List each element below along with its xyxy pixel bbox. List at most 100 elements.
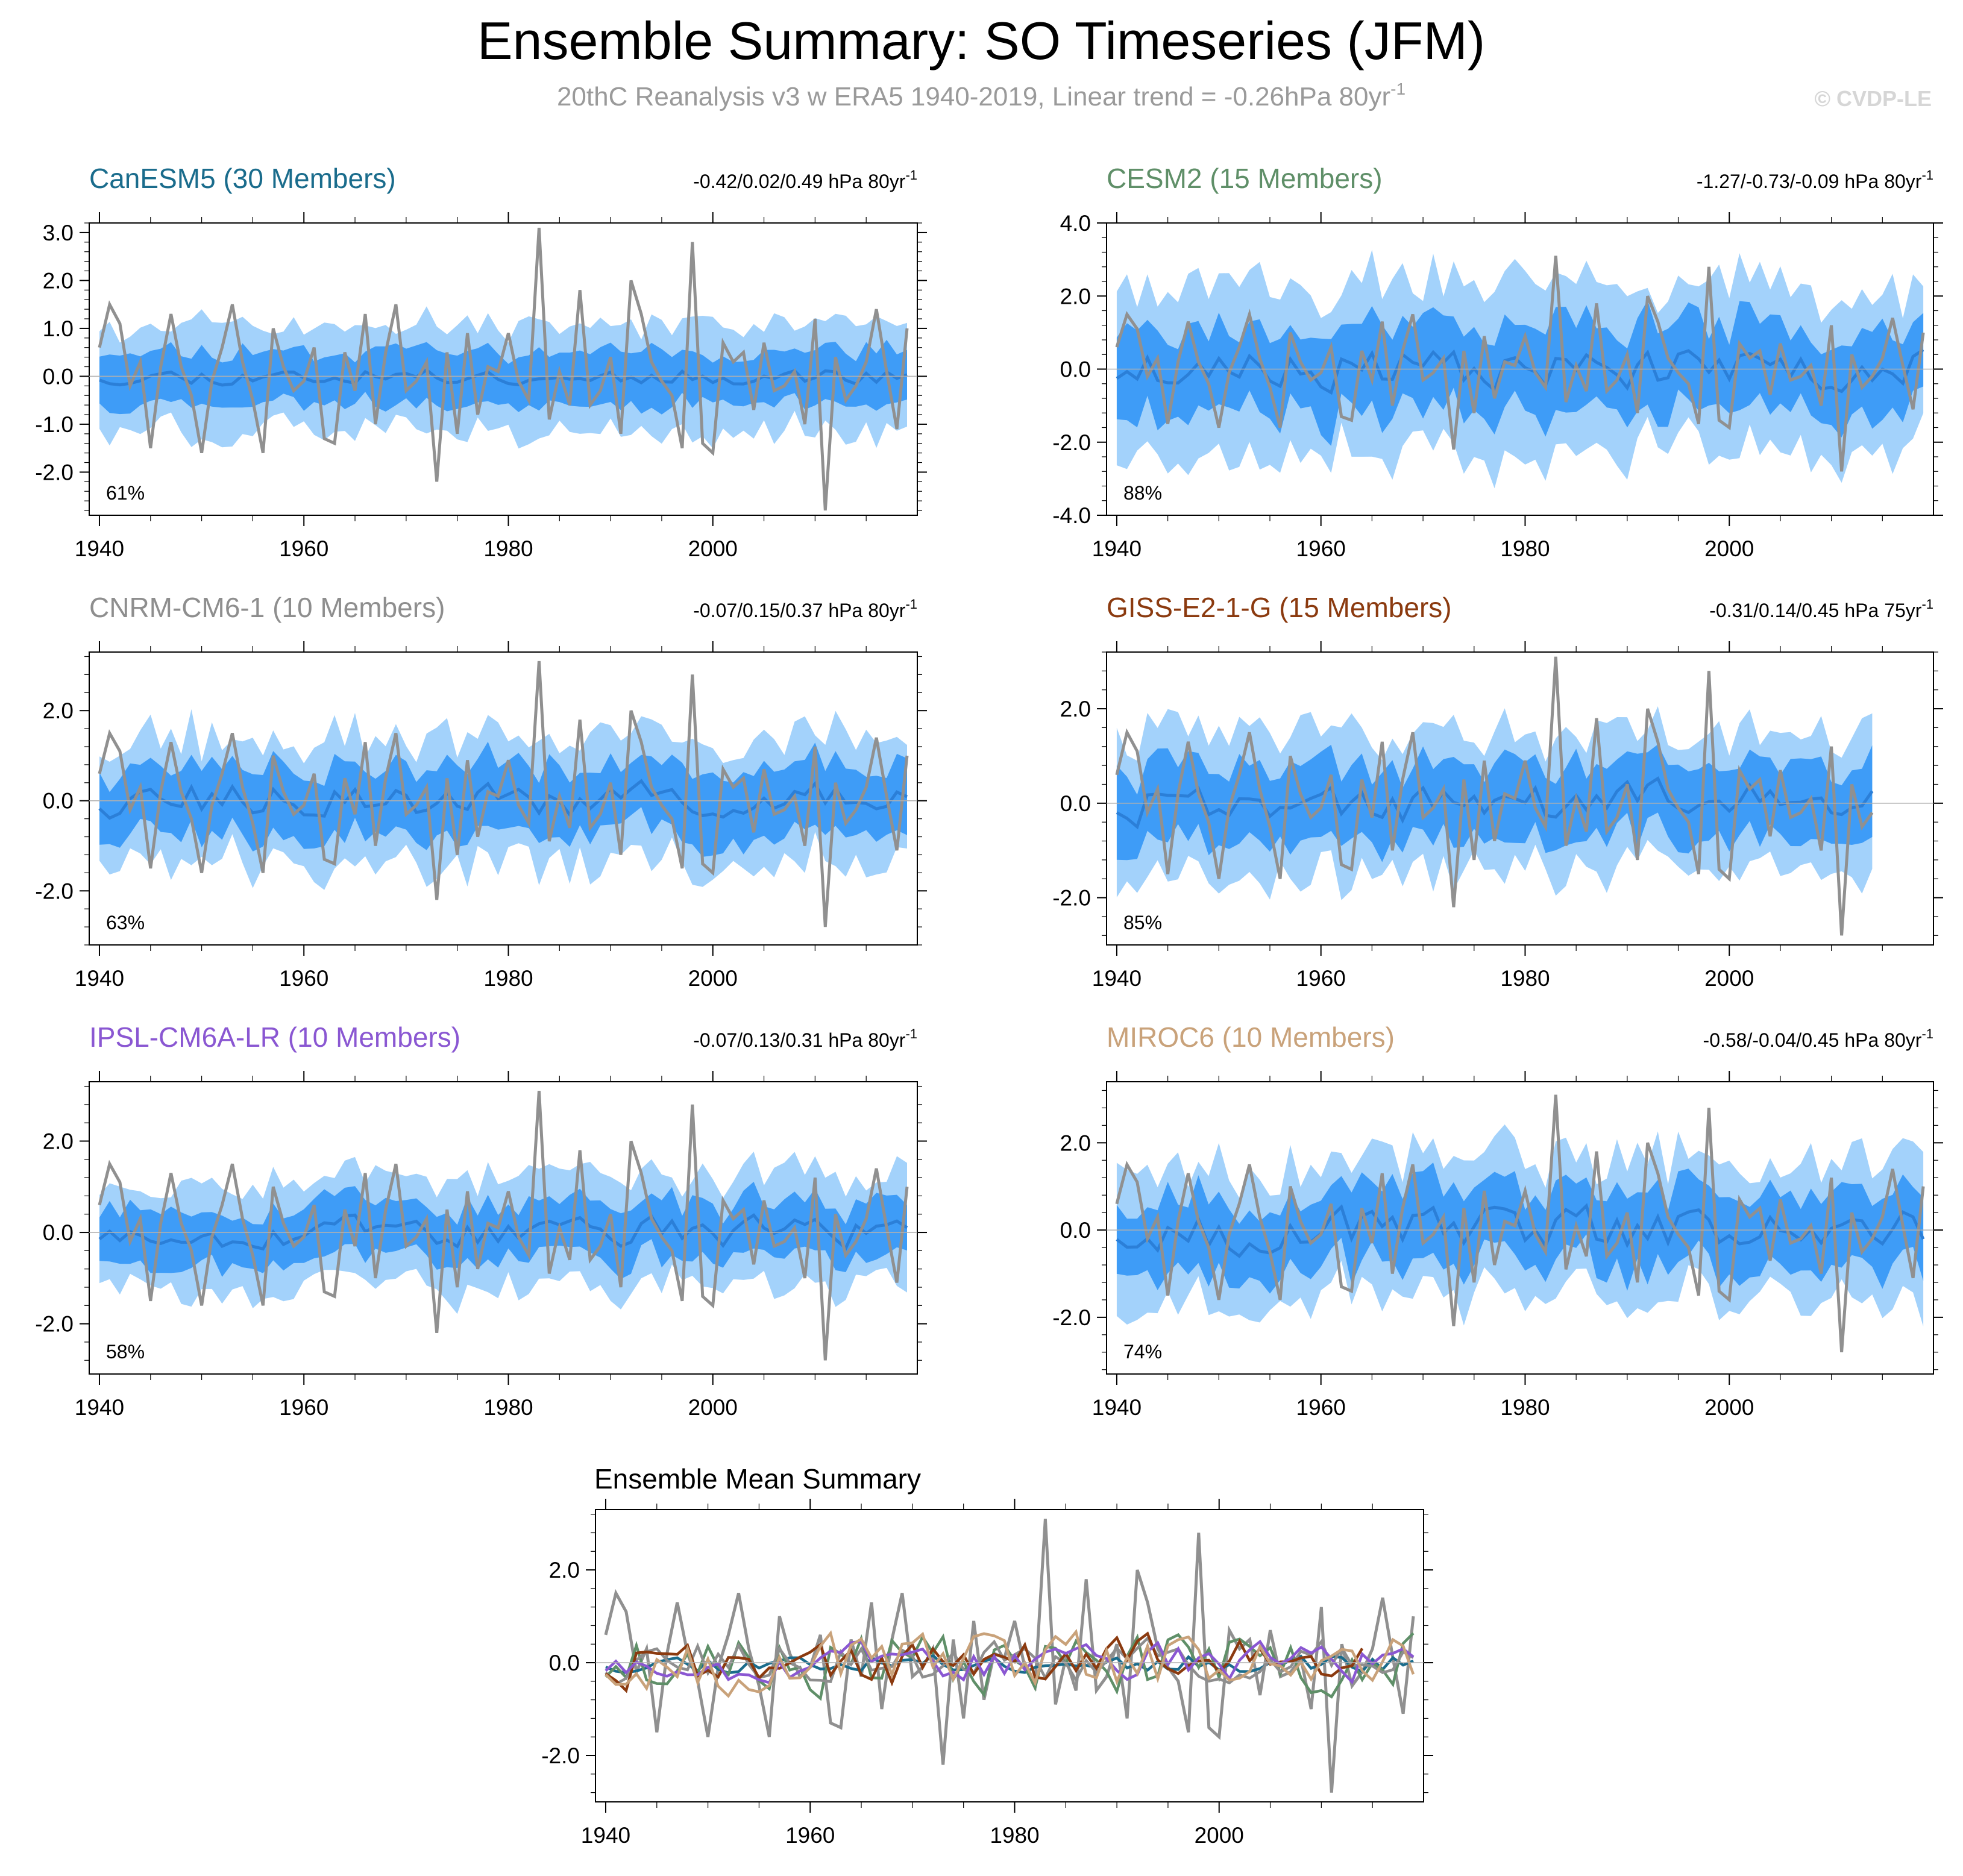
panel-percent-label: 58% [106,1341,145,1363]
panel-axis-xtick-label: 1980 [483,536,533,561]
panel-axis-xtick-label: 2000 [688,536,738,561]
panel-axis-ytick-label: -1.0 [35,412,74,437]
panels-layer: CanESM5 (30 Members) -0.42/0.02/0.49 hPa … [35,163,1943,1420]
ensemble-mean-line [1116,776,1874,830]
panel-trend-stats: -0.07/0.15/0.37 hPa 80yr-1 [693,597,917,621]
panel-axis-xtick-label: 1940 [75,536,124,561]
panel-axis-xtick-label: 1960 [279,1395,328,1420]
mean-summary-axis-ytick-label: -2.0 [541,1743,580,1768]
panel-axis-xtick-label: 1980 [1500,536,1550,561]
mean-summary-axis-ytick-label: 2.0 [549,1558,580,1583]
panel-axis-xtick-label: 1980 [1500,966,1550,991]
panel-canesm5: CanESM5 (30 Members) -0.42/0.02/0.49 hPa … [35,163,927,561]
mean-summary-axis-frame [595,1509,1424,1802]
panel-axis-ytick-label: 2.0 [1060,1131,1091,1155]
panel-axis-xtick-label: 1960 [279,536,328,561]
panel-axis-ytick-label: -2.0 [35,1312,74,1337]
panel-axis-ytick-label: 2.0 [43,268,74,293]
inner-spread-band [99,741,907,857]
observed-line [1115,656,1874,936]
panel-trend-stats: -0.42/0.02/0.49 hPa 80yr-1 [693,168,917,192]
panel-trend-text: -0.07/0.13/0.31 hPa 80yr [693,1029,906,1051]
panel-axis-xtick-label: 1940 [1092,536,1142,561]
panel-axis-ytick-label: -4.0 [1052,503,1091,528]
panel-axis-xtick-label: 1980 [483,966,533,991]
panel-axis-ytick-label: 4.0 [1060,211,1091,236]
panel-axis-ytick-label: 2.0 [43,698,74,723]
panel-axis-ytick-label: 0.0 [1060,791,1091,816]
inner-spread-band [1116,300,1924,446]
panel-axis-xtick-label: 1960 [1296,966,1346,991]
panel-axis-xtick-label: 1980 [483,1395,533,1420]
figure-subtitle-text: 20thC Reanalysis v3 w ERA5 1940-2019, Li… [557,82,1390,111]
panel-axis-ytick-label: -2.0 [35,460,74,485]
observed-line [98,1091,909,1361]
panel-cnrm-cm6-1: CNRM-CM6-1 (10 Members) -0.07/0.15/0.37 h… [35,592,927,991]
inner-spread-band [99,339,907,415]
ensemble-mean-summary: Ensemble Mean Summary -2.0 0.0 2.0 1940 1960 1… [541,1463,1433,1848]
panel-axis-ytick-label: 0.0 [43,364,74,389]
panel-title: GISS-E2-1-G (15 Members) [1107,592,1452,623]
panel-trend-sup: -1 [1921,1026,1933,1041]
observed-line [1115,1094,1925,1352]
figure-subtitle-sup: -1 [1390,80,1406,98]
panel-axis-xtick-label: 1940 [1092,1395,1142,1420]
panel-axis-ytick-label: -2.0 [1052,430,1091,455]
inner-spread-band [99,1182,907,1279]
mean-summary-axis-xtick-label: 1980 [990,1823,1039,1848]
panel-trend-sup: -1 [905,597,917,612]
panel-axis-frame [1106,1081,1934,1375]
panel-percent-label: 85% [1123,912,1162,933]
panel-axis-xtick-label: 1960 [279,966,328,991]
observed-line [98,660,909,927]
panel-axis-xtick-label: 1960 [1296,1395,1346,1420]
panel-title: CNRM-CM6-1 (10 Members) [89,592,445,623]
panel-axis-xtick-label: 2000 [1704,1395,1754,1420]
panel-miroc6: MIROC6 (10 Members) -0.58/-0.04/0.45 hPa … [1052,1021,1943,1420]
panel-ipsl-cm6a-lr: IPSL-CM6A-LR (10 Members) -0.07/0.13/0.31… [35,1021,927,1420]
panel-trend-stats: -0.58/-0.04/0.45 hPa 80yr-1 [1703,1026,1933,1051]
mean-summary-line-miroc6 [605,1628,1415,1698]
panel-trend-stats: -0.31/0.14/0.45 hPa 75yr-1 [1709,597,1933,621]
mean-summary-axis-xtick-label: 1960 [785,1823,835,1848]
panel-axis-xtick-label: 2000 [1704,536,1754,561]
panel-trend-text: -0.42/0.02/0.49 hPa 80yr [693,171,906,192]
panel-axis-xtick-label: 1940 [1092,966,1142,991]
figure-title: Ensemble Summary: SO Timeseries (JFM) [477,11,1485,71]
panel-trend-text: -1.27/-0.73/-0.09 hPa 80yr [1697,171,1922,192]
panel-axis-ytick-label: 2.0 [43,1129,74,1154]
panel-trend-stats: -0.07/0.13/0.31 hPa 80yr-1 [693,1026,917,1051]
panel-trend-stats: -1.27/-0.73/-0.09 hPa 80yr-1 [1697,168,1933,192]
panel-axis-xtick-label: 1980 [1500,1395,1550,1420]
panel-axis-xtick-label: 2000 [1704,966,1754,991]
panel-axis-ytick-label: 2.0 [1060,697,1091,721]
figure-subtitle: 20thC Reanalysis v3 w ERA5 1940-2019, Li… [557,80,1406,111]
panel-title: CanESM5 (30 Members) [89,163,396,194]
panel-giss-e2-1-g: GISS-E2-1-G (15 Members) -0.31/0.14/0.45 … [1052,592,1943,991]
panel-axis-ytick-label: 0.0 [43,789,74,814]
panel-axis-xtick-label: 2000 [688,1395,738,1420]
panel-axis-ytick-label: -2.0 [1052,886,1091,911]
panel-axis-xtick-label: 1940 [75,1395,124,1420]
panel-axis-ytick-label: 0.0 [43,1220,74,1245]
panel-trend-text: -0.58/-0.04/0.45 hPa 80yr [1703,1029,1922,1051]
panel-axis-ytick-label: -2.0 [1052,1305,1091,1330]
panel-title: CESM2 (15 Members) [1107,163,1383,194]
panel-trend-sup: -1 [905,1026,917,1041]
observed-line [1115,256,1925,472]
panel-percent-label: 88% [1123,482,1162,504]
copyright-watermark: © CVDP-LE [1814,86,1932,111]
panel-axis-ytick-label: -2.0 [35,879,74,903]
panel-percent-label: 74% [1123,1341,1162,1363]
panel-percent-label: 61% [106,482,145,504]
panel-axis-frame [89,651,918,946]
panel-axis-frame [89,1081,918,1375]
panel-axis-frame [89,222,918,516]
panel-title: MIROC6 (10 Members) [1107,1021,1395,1053]
panel-axis-ytick-label: 2.0 [1060,284,1091,309]
mean-summary-line-giss-e2-1-g [605,1631,1364,1693]
panel-axis-xtick-label: 1960 [1296,536,1346,561]
panel-trend-text: -0.07/0.15/0.37 hPa 80yr [693,600,906,621]
panel-axis-xtick-label: 1940 [75,966,124,991]
